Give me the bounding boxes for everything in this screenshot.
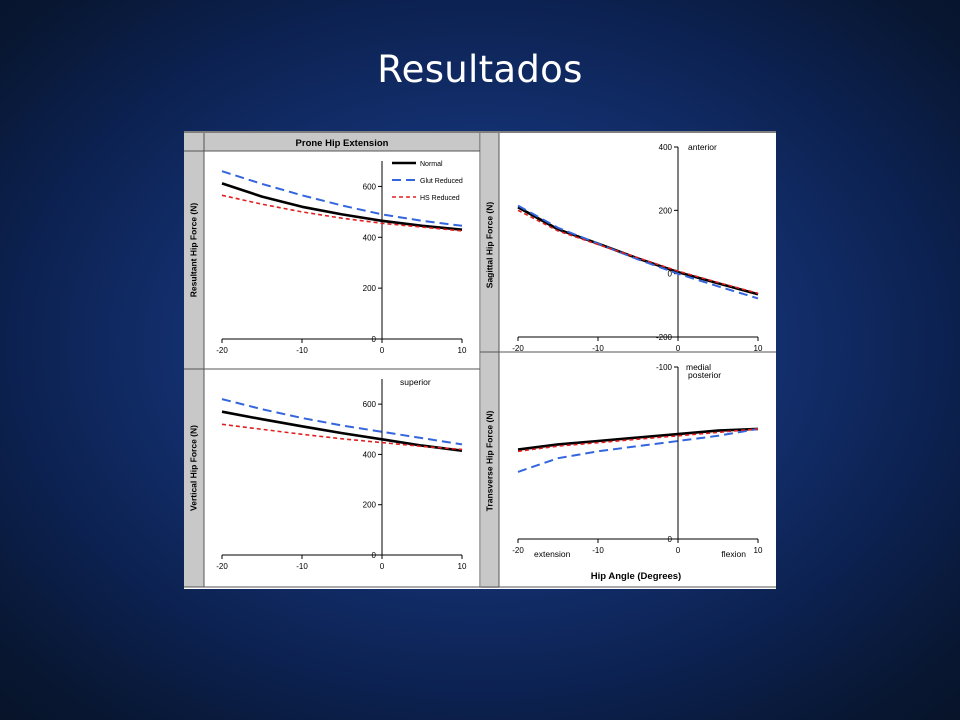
series-line-glut-reduced — [517, 204, 759, 300]
x-tick-label: -20 — [216, 346, 228, 355]
y-tick-label: -200 — [656, 333, 673, 342]
x-tick-label: -10 — [592, 344, 604, 353]
y-tick-label: 600 — [363, 400, 377, 409]
y-tick-label: 600 — [363, 182, 377, 191]
series-line-hs-reduced — [517, 428, 759, 453]
chart-sagittal-hip-force: Sagittal Hip Force (N)-20 -10 0 10-20002004… — [484, 142, 763, 380]
x-tick-label: 0 — [676, 546, 681, 555]
x-tick-label: -20 — [512, 344, 524, 353]
chart-vertical-hip-force: Vertical Hip Force (N)-20 -10 0 10020040060… — [188, 377, 467, 571]
y-tick-label: 200 — [659, 206, 673, 215]
series-line-glut-reduced — [221, 398, 463, 446]
chart-annotation: posterior — [688, 370, 721, 380]
left-panel — [184, 131, 480, 589]
chart-annotation: extension — [534, 549, 571, 559]
series-line-hs-reduced — [221, 423, 463, 451]
x-tick-label: 10 — [754, 546, 763, 555]
y-tick-label: 200 — [363, 284, 377, 293]
x-tick-label: 0 — [676, 344, 681, 353]
x-tick-label: -10 — [296, 562, 308, 571]
y-tick-label: 0 — [372, 551, 377, 560]
series-line-normal — [221, 410, 463, 452]
series-line-hs-reduced — [221, 194, 463, 232]
series-line-normal — [517, 427, 759, 451]
series-line-hs-reduced — [517, 209, 759, 295]
chart-annotation: anterior — [688, 142, 717, 152]
legend-label: Glut Reduced — [420, 178, 463, 185]
y-tick-label: 0 — [372, 335, 377, 344]
x-tick-label: 0 — [380, 562, 385, 571]
y-axis-title: Sagittal Hip Force (N) — [484, 202, 494, 289]
legend-label: Normal — [420, 161, 443, 168]
chart-annotation: medial — [686, 362, 711, 372]
y-tick-label: 0 — [668, 535, 673, 544]
y-axis-title: Vertical Hip Force (N) — [188, 425, 198, 511]
legend-label: HS Reduced — [420, 195, 460, 202]
right-label-column — [481, 133, 499, 588]
y-tick-label: -100 — [656, 363, 673, 372]
slide-title: Resultados — [377, 48, 583, 91]
y-tick-label: 400 — [659, 143, 673, 152]
series-line-glut-reduced — [517, 427, 759, 473]
x-tick-label: 10 — [754, 344, 763, 353]
y-tick-label: 400 — [363, 233, 377, 242]
x-tick-label: -10 — [592, 546, 604, 555]
x-tick-label: 10 — [458, 346, 467, 355]
chart-legend: Normal Glut Reduced HS Reduced — [392, 161, 463, 202]
y-tick-label: 400 — [363, 450, 377, 459]
y-tick-label: 200 — [363, 501, 377, 510]
y-axis-title: Resultant Hip Force (N) — [188, 203, 198, 298]
right-panel — [480, 131, 776, 589]
x-axis-label: Hip Angle (Degrees) — [591, 571, 681, 582]
results-figure: Prone Hip Extension Resultant Hip Force … — [184, 131, 776, 589]
chart-annotation: flexion — [721, 549, 746, 559]
y-axis-title: Transverse Hip Force (N) — [484, 411, 494, 512]
left-label-column — [184, 133, 204, 587]
x-tick-label: -10 — [296, 346, 308, 355]
chart-annotation: superior — [400, 377, 431, 387]
chart-transverse-hip-force: Transverse Hip Force (N)-20 -10 0 100-100 me… — [484, 362, 763, 559]
x-tick-label: 0 — [380, 346, 385, 355]
series-line-normal — [221, 182, 463, 231]
header-band — [204, 133, 480, 151]
figure-header: Prone Hip Extension — [296, 138, 389, 149]
x-tick-label: -20 — [216, 562, 228, 571]
chart-resultant-hip-force: Resultant Hip Force (N)-20 -10 0 1002004006… — [188, 161, 467, 355]
y-tick-label: 0 — [668, 270, 673, 279]
x-tick-label: -20 — [512, 546, 524, 555]
figure-svg: Prone Hip Extension Resultant Hip Force … — [184, 131, 776, 589]
x-tick-label: 10 — [458, 562, 467, 571]
